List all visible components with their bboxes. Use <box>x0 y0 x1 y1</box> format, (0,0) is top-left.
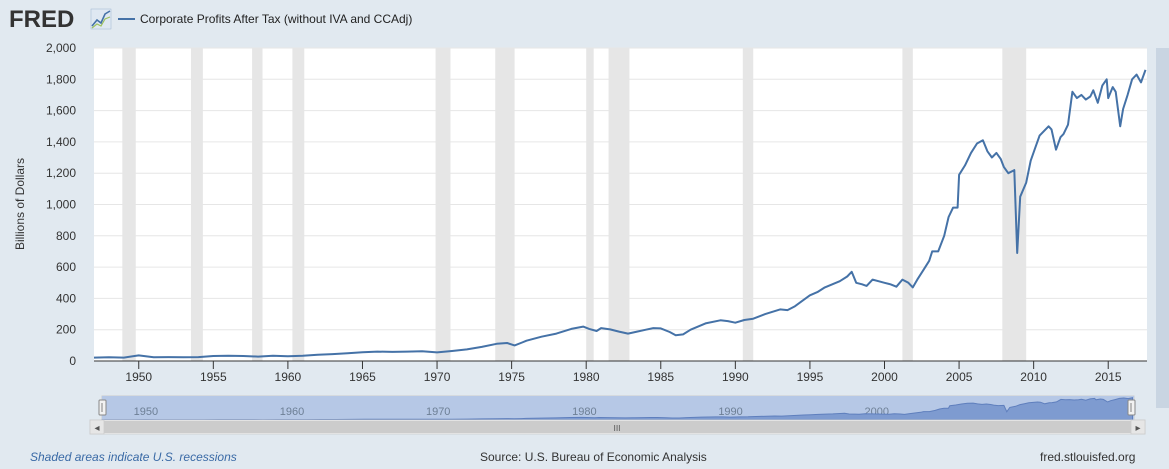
x-tick-label: 1960 <box>275 370 302 384</box>
x-tick-label: 1985 <box>647 370 674 384</box>
y-tick-label: 1,400 <box>46 135 76 149</box>
x-tick-label: 2015 <box>1095 370 1122 384</box>
legend-series-label[interactable]: Corporate Profits After Tax (without IVA… <box>140 12 412 26</box>
source-note[interactable]: Source: U.S. Bureau of Economic Analysis <box>480 450 707 464</box>
y-tick-label: 1,600 <box>46 104 76 118</box>
navigator-year-label: 1970 <box>426 406 450 418</box>
y-tick-label: 800 <box>56 229 76 243</box>
scroll-right-button[interactable] <box>1130 419 1146 435</box>
series-line[interactable] <box>93 69 1147 359</box>
x-tick-label: 1990 <box>722 370 749 384</box>
x-tick-label: 1980 <box>573 370 600 384</box>
y-tick-label: 2,000 <box>46 41 76 55</box>
y-tick-label: 400 <box>56 291 76 305</box>
x-tick-label: 1975 <box>498 370 525 384</box>
x-tick-label: 1965 <box>349 370 376 384</box>
navigator[interactable]: 1950196019701980199020002010 <box>98 395 1136 421</box>
x-tick-label: 2000 <box>871 370 898 384</box>
fred-logo-text[interactable]: FRED <box>9 6 74 33</box>
navigator-left-handle[interactable] <box>98 399 107 416</box>
navigator-year-label: 1960 <box>280 406 304 418</box>
x-tick-label: 1950 <box>125 370 152 384</box>
navigator-series-area <box>101 397 1133 421</box>
x-tick-label: 1970 <box>424 370 451 384</box>
x-axis-ticks: 1950 1955 1960 1965 1970 1975 1980 1985 1990 1995… <box>125 361 1122 384</box>
gridlines <box>94 47 1147 331</box>
y-tick-label: 0 <box>69 354 76 368</box>
x-tick-label: 1955 <box>200 370 227 384</box>
navigator-year-label: 1950 <box>134 406 158 418</box>
page-scrollbar[interactable] <box>1156 48 1169 408</box>
y-tick-label: 200 <box>56 323 76 337</box>
x-tick-label: 2005 <box>946 370 973 384</box>
scrollbar[interactable]: ◂ III ▸ <box>89 419 1146 435</box>
y-tick-label: 1,000 <box>46 198 76 212</box>
site-link[interactable]: fred.stlouisfed.org <box>1040 450 1136 464</box>
y-tick-label: 1,800 <box>46 72 76 86</box>
scrollbar-grip-icon: III <box>613 424 620 433</box>
x-tick-label: 2010 <box>1020 370 1047 384</box>
scrollbar-thumb[interactable] <box>104 421 1131 433</box>
navigator-year-label: 1990 <box>718 406 742 418</box>
navigator-right-handle[interactable] <box>1127 399 1136 416</box>
y-tick-label: 1,200 <box>46 166 76 180</box>
y-tick-label: 600 <box>56 260 76 274</box>
x-tick-label: 1995 <box>797 370 824 384</box>
navigator-year-label: 1980 <box>572 406 596 418</box>
scroll-left-arrow-icon: ◂ <box>94 423 99 434</box>
recession-note[interactable]: Shaded areas indicate U.S. recessions <box>30 450 237 464</box>
y-axis-ticks: 0 200 400 600 800 1,000 1,200 1,400 1,600 1,800 2,… <box>46 41 76 368</box>
fred-logo-graph-icon <box>90 8 112 30</box>
y-axis-title: Billions of Dollars <box>13 158 27 250</box>
scroll-right-arrow-icon: ▸ <box>1135 423 1140 434</box>
